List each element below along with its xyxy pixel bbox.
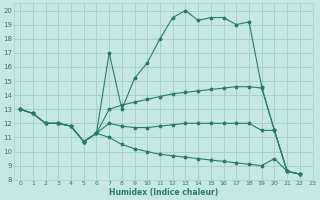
X-axis label: Humidex (Indice chaleur): Humidex (Indice chaleur): [108, 188, 218, 197]
